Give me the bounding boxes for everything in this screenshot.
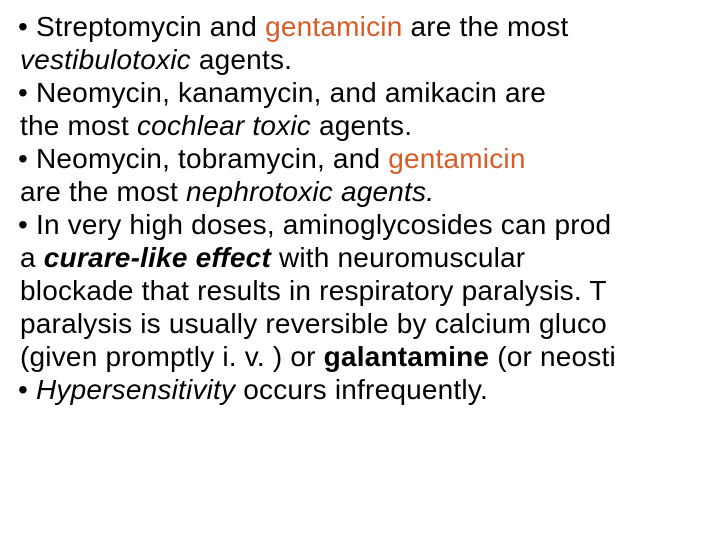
line-10: paralysis is usually reversible by calci… — [8, 307, 720, 340]
line-7: • In very high doses, aminoglycosides ca… — [8, 208, 720, 241]
text: agents. — [311, 110, 412, 141]
text-italic: cochlear toxic — [137, 110, 311, 141]
text: (given promptly i. v. ) or — [20, 341, 324, 372]
line-2: vestibulotoxic agents. — [8, 43, 720, 76]
line-8: a curare-like effect with neuromuscular — [8, 241, 720, 274]
text: with neuromuscular — [271, 242, 525, 273]
text: paralysis is usually reversible by calci… — [20, 308, 607, 339]
text: • Neomycin, tobramycin, and — [18, 143, 388, 174]
text: • — [18, 374, 36, 405]
line-3: • Neomycin, kanamycin, and amikacin are — [8, 76, 720, 109]
text: • In very high doses, aminoglycosides ca… — [18, 209, 611, 240]
line-6: are the most nephrotoxic agents. — [8, 175, 720, 208]
text: are the most — [410, 11, 568, 42]
text: agents. — [191, 44, 292, 75]
line-11: (given promptly i. v. ) or galantamine (… — [8, 340, 720, 373]
text: blockade that results in respiratory par… — [20, 275, 607, 306]
text-italic: vestibulotoxic — [20, 44, 191, 75]
text-bold: galantamine — [324, 341, 498, 372]
text: a — [20, 242, 44, 273]
text: occurs infrequently. — [243, 374, 488, 405]
text: the most — [20, 110, 137, 141]
line-1: • Streptomycin and gentamicin are the mo… — [8, 10, 720, 43]
text-accent: gentamicin — [265, 11, 410, 42]
text: • Streptomycin and — [18, 11, 265, 42]
text-bolditalic: curare-like effect — [44, 242, 271, 273]
text-italic: nephrotoxic agents. — [186, 176, 434, 207]
text: • Neomycin, kanamycin, and amikacin are — [18, 77, 546, 108]
line-4: the most cochlear toxic agents. — [8, 109, 720, 142]
slide-text: • Streptomycin and gentamicin are the mo… — [8, 10, 720, 406]
line-9: blockade that results in respiratory par… — [8, 274, 720, 307]
line-5: • Neomycin, tobramycin, and gentamicin — [8, 142, 720, 175]
text-accent: gentamicin — [388, 143, 525, 174]
line-12: • Hypersensitivity occurs infrequently. — [8, 373, 720, 406]
text: (or neosti — [497, 341, 616, 372]
text: are the most — [20, 176, 186, 207]
text-italic: Hypersensitivity — [36, 374, 243, 405]
